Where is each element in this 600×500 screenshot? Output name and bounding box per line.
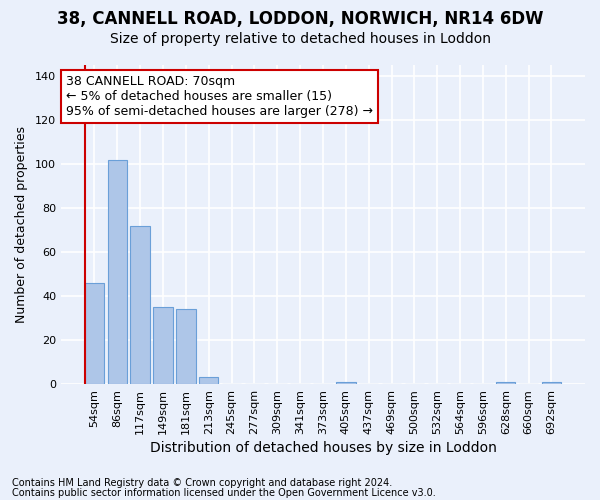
Bar [130, 226, 150, 384]
Bar [85, 283, 104, 384]
Text: 38, CANNELL ROAD, LODDON, NORWICH, NR14 6DW: 38, CANNELL ROAD, LODDON, NORWICH, NR14 … [57, 10, 543, 28]
Bar [176, 310, 196, 384]
Bar [154, 307, 173, 384]
Text: Contains HM Land Registry data © Crown copyright and database right 2024.: Contains HM Land Registry data © Crown c… [12, 478, 392, 488]
Bar [496, 382, 515, 384]
Bar [107, 160, 127, 384]
Bar [542, 382, 561, 384]
Text: Size of property relative to detached houses in Loddon: Size of property relative to detached ho… [110, 32, 491, 46]
X-axis label: Distribution of detached houses by size in Loddon: Distribution of detached houses by size … [149, 441, 496, 455]
Text: 38 CANNELL ROAD: 70sqm
← 5% of detached houses are smaller (15)
95% of semi-deta: 38 CANNELL ROAD: 70sqm ← 5% of detached … [66, 74, 373, 118]
Y-axis label: Number of detached properties: Number of detached properties [15, 126, 28, 323]
Bar [199, 378, 218, 384]
Bar [336, 382, 356, 384]
Text: Contains public sector information licensed under the Open Government Licence v3: Contains public sector information licen… [12, 488, 436, 498]
